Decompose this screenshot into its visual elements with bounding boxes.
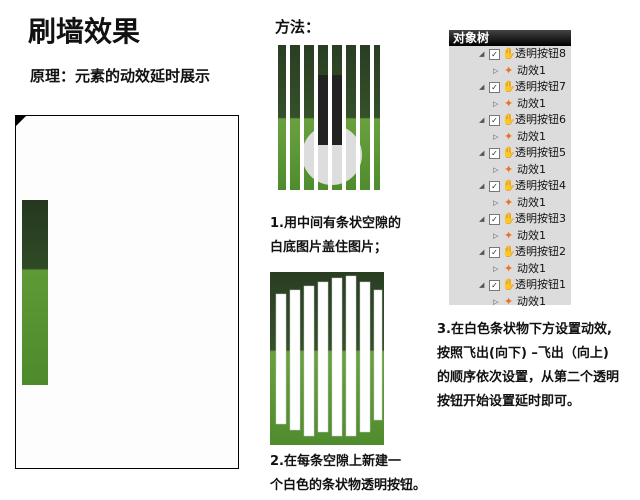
button-label: 透明按钮1 [515, 278, 566, 291]
hand-button-icon: ✋ [502, 212, 516, 225]
effect-label: 动效1 [517, 195, 546, 209]
visibility-checkbox[interactable]: ✓ [489, 115, 500, 126]
step-1-line-2: 白底图片盖住图片； [270, 240, 388, 255]
tree-item-effect[interactable]: ▷ ✦ 动效1 [449, 294, 571, 311]
collapsed-triangle-icon[interactable]: ▷ [493, 231, 499, 240]
magic-wand-icon: ✦ [504, 195, 514, 209]
expand-triangle-icon[interactable]: ◢ [479, 248, 485, 256]
step-3-line-3: 的顺序依次设置，从第二个透明 [437, 370, 620, 385]
white-button-bars [275, 275, 383, 437]
principle-text: 原理：元素的动效延时展示 [30, 67, 211, 85]
effect-label: 动效1 [517, 162, 546, 176]
effect-label: 动效1 [517, 63, 546, 77]
hand-button-icon: ✋ [502, 113, 516, 126]
step-2-line-1: 2.在每条空隙上新建一 [270, 454, 401, 469]
preview-frame [15, 115, 239, 469]
magic-wand-icon: ✦ [504, 63, 514, 77]
button-label: 透明按钮4 [515, 179, 566, 192]
button-label: 透明按钮8 [515, 47, 566, 60]
button-label: 透明按钮3 [515, 212, 566, 225]
step-1-line-1: 1.用中间有条状空隙的 [270, 216, 401, 231]
object-tree-list: ◢ ✓ ✋ 透明按钮8 ▷ ✦ 动效1 ◢ ✓ ✋ 透明按钮7 ▷ ✦ 动效1 ◢ ✓ ✋ 透明按钮6 ▷ ✦ 动效1 ◢… [449, 46, 571, 310]
visibility-checkbox[interactable]: ✓ [489, 49, 500, 60]
collapsed-triangle-icon[interactable]: ▷ [493, 264, 499, 273]
tree-item-button[interactable]: ◢ ✓ ✋ 透明按钮8 [449, 46, 571, 63]
hand-button-icon: ✋ [502, 245, 516, 258]
step-3: 3.在白色条状物下方设置动效, 按照飞出(向下) –飞出（向上) 的顺序依次设置… [437, 318, 619, 414]
expand-triangle-icon[interactable]: ◢ [479, 149, 485, 157]
step-2-line-2: 个白色的条状物透明按钮。 [270, 478, 427, 493]
tree-item-effect[interactable]: ▷ ✦ 动效1 [449, 228, 571, 245]
tree-item-button[interactable]: ◢ ✓ ✋ 透明按钮2 [449, 244, 571, 261]
expand-triangle-icon[interactable]: ◢ [479, 281, 485, 289]
expand-triangle-icon[interactable]: ◢ [479, 182, 485, 190]
tree-item-button[interactable]: ◢ ✓ ✋ 透明按钮5 [449, 145, 571, 162]
tree-item-effect[interactable]: ▷ ✦ 动效1 [449, 63, 571, 80]
expand-triangle-icon[interactable]: ◢ [479, 215, 485, 223]
visibility-checkbox[interactable]: ✓ [489, 181, 500, 192]
magic-wand-icon: ✦ [504, 294, 514, 308]
hand-button-icon: ✋ [502, 179, 516, 192]
visibility-checkbox[interactable]: ✓ [489, 247, 500, 258]
tree-item-button[interactable]: ◢ ✓ ✋ 透明按钮3 [449, 211, 571, 228]
tree-item-button[interactable]: ◢ ✓ ✋ 透明按钮7 [449, 79, 571, 96]
effect-label: 动效1 [517, 129, 546, 143]
button-label: 透明按钮2 [515, 245, 566, 258]
expand-triangle-icon[interactable]: ◢ [479, 50, 485, 58]
step-2: 2.在每条空隙上新建一 个白色的条状物透明按钮。 [270, 450, 426, 498]
method-heading: 方法： [275, 18, 321, 36]
magic-wand-icon: ✦ [504, 162, 514, 176]
tree-item-button[interactable]: ◢ ✓ ✋ 透明按钮4 [449, 178, 571, 195]
tree-item-button[interactable]: ◢ ✓ ✋ 透明按钮1 [449, 277, 571, 294]
tree-item-button[interactable]: ◢ ✓ ✋ 透明按钮6 [449, 112, 571, 129]
collapsed-triangle-icon[interactable]: ▷ [493, 99, 499, 108]
hand-button-icon: ✋ [502, 278, 516, 291]
tree-item-effect[interactable]: ▷ ✦ 动效1 [449, 129, 571, 146]
visibility-checkbox[interactable]: ✓ [489, 280, 500, 291]
step-1: 1.用中间有条状空隙的 白底图片盖住图片； [270, 212, 401, 260]
hand-button-icon: ✋ [502, 47, 516, 60]
effect-label: 动效1 [517, 261, 546, 275]
effect-label: 动效1 [517, 96, 546, 110]
corner-marker [16, 116, 26, 126]
button-label: 透明按钮5 [515, 146, 566, 159]
buttons-svg [275, 275, 383, 437]
page-title: 刷墙效果 [28, 15, 141, 48]
step-3-line-1: 3.在白色条状物下方设置动效, [437, 322, 612, 337]
step-3-line-2: 按照飞出(向下) –飞出（向上) [437, 346, 609, 361]
button-label: 透明按钮6 [515, 113, 566, 126]
expand-triangle-icon[interactable]: ◢ [479, 116, 485, 124]
magic-wand-icon: ✦ [504, 129, 514, 143]
collapsed-triangle-icon[interactable]: ▷ [493, 132, 499, 141]
magic-wand-icon: ✦ [504, 228, 514, 242]
object-tree-panel: 对象树 ◢ ✓ ✋ 透明按钮8 ▷ ✦ 动效1 ◢ ✓ ✋ 透明按钮7 ▷ ✦ 动效1 ◢ ✓ ✋ 透明按钮6 ▷ ✦… [449, 30, 571, 308]
effect-label: 动效1 [517, 228, 546, 242]
example-photo-with-gaps [274, 45, 380, 190]
hand-button-icon: ✋ [502, 80, 516, 93]
button-label: 透明按钮7 [515, 80, 566, 93]
example-photo-with-buttons [270, 272, 384, 445]
visibility-checkbox[interactable]: ✓ [489, 148, 500, 159]
visibility-checkbox[interactable]: ✓ [489, 82, 500, 93]
collapsed-triangle-icon[interactable]: ▷ [493, 297, 499, 306]
collapsed-triangle-icon[interactable]: ▷ [493, 165, 499, 174]
step-3-line-4: 按钮开始设置延时即可。 [437, 394, 581, 409]
collapsed-triangle-icon[interactable]: ▷ [493, 198, 499, 207]
hand-button-icon: ✋ [502, 146, 516, 159]
magic-wand-icon: ✦ [504, 261, 514, 275]
tree-item-effect[interactable]: ▷ ✦ 动效1 [449, 162, 571, 179]
gapped-photo-svg [274, 45, 380, 190]
tree-item-effect[interactable]: ▷ ✦ 动效1 [449, 261, 571, 278]
expand-triangle-icon[interactable]: ◢ [479, 83, 485, 91]
visibility-checkbox[interactable]: ✓ [489, 214, 500, 225]
tree-item-effect[interactable]: ▷ ✦ 动效1 [449, 195, 571, 212]
revealed-photo-strip [22, 200, 48, 385]
object-tree-header: 对象树 [449, 30, 571, 46]
effect-label: 动效1 [517, 294, 546, 308]
magic-wand-icon: ✦ [504, 96, 514, 110]
tree-item-effect[interactable]: ▷ ✦ 动效1 [449, 96, 571, 113]
white-bars [274, 45, 374, 190]
collapsed-triangle-icon[interactable]: ▷ [493, 66, 499, 75]
